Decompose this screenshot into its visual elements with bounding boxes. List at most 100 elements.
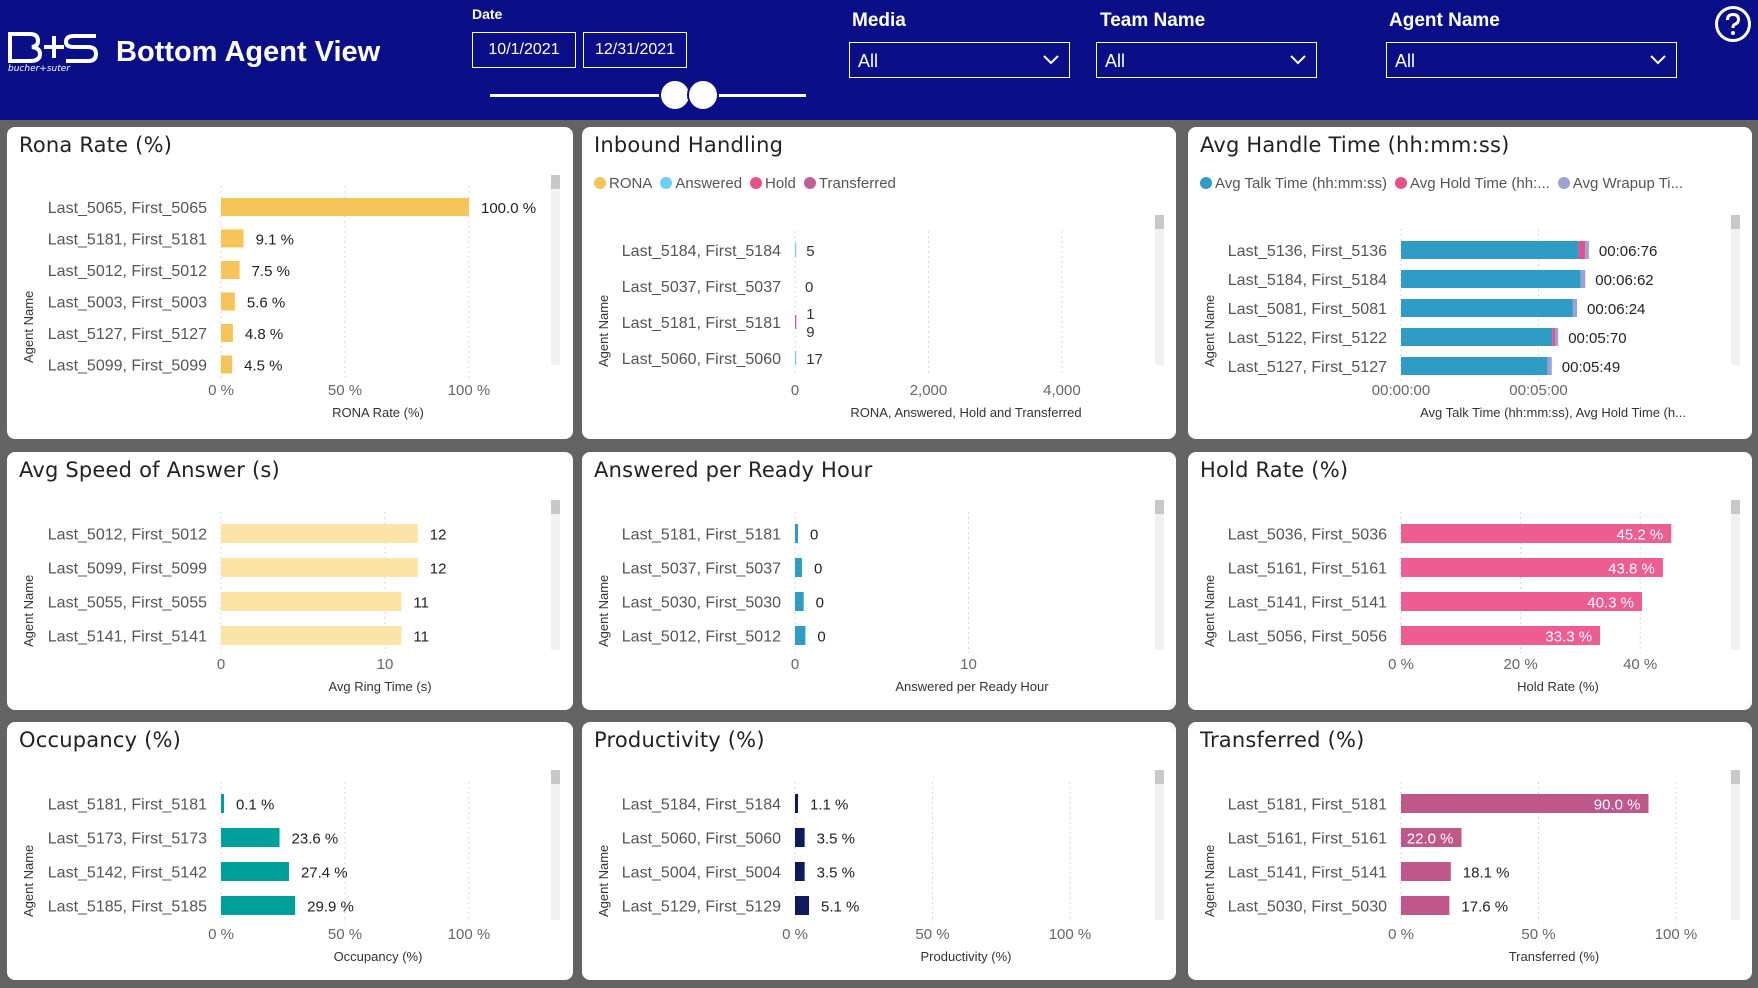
help-icon[interactable] [1714, 5, 1752, 43]
agent-dropdown[interactable]: All [1386, 42, 1677, 78]
bar-segment[interactable] [1401, 328, 1553, 346]
slider-end-handle[interactable] [687, 79, 719, 111]
bar[interactable] [221, 558, 418, 577]
bar[interactable] [221, 524, 418, 543]
scroll-thumb[interactable] [1155, 215, 1164, 229]
team-dropdown[interactable]: All [1096, 42, 1317, 78]
bar[interactable] [221, 198, 469, 216]
bar[interactable] [795, 794, 799, 813]
chart-scrollbar[interactable] [551, 770, 560, 920]
chart-scrollbar[interactable] [1731, 500, 1740, 650]
bar-chart: 00:00:00 00:05:00 Avg Talk Time (hh:mm:ss)… [1228, 229, 1686, 420]
bar[interactable] [221, 592, 402, 611]
category-label: Last_5056, First_5056 [1228, 629, 1387, 646]
bar[interactable] [221, 828, 280, 847]
bar[interactable] [221, 261, 240, 279]
slider-start-handle[interactable] [659, 79, 691, 111]
bar-segment[interactable] [1401, 299, 1573, 317]
data-label: 0 [814, 561, 822, 578]
x-tick-label: 0 % [208, 382, 234, 399]
chart-scrollbar[interactable] [551, 175, 560, 365]
bar[interactable] [795, 896, 810, 915]
bar[interactable] [1401, 862, 1451, 881]
bar-segment[interactable] [1555, 328, 1559, 346]
bar[interactable] [1401, 794, 1649, 813]
bar-chart: 0 10 Avg Ring Time (s) Last_5012, First_501… [48, 512, 446, 694]
bar[interactable] [1401, 896, 1450, 915]
scroll-thumb[interactable] [1731, 500, 1740, 514]
card-productivity: Productivity (%) Agent Name 0 % 50 % 100 % Pr… [582, 722, 1176, 980]
chart-scrollbar[interactable] [1155, 770, 1164, 920]
bar[interactable] [795, 558, 802, 577]
scroll-thumb[interactable] [551, 770, 560, 784]
date-end-input[interactable]: 12/31/2021 [583, 32, 687, 68]
bar[interactable] [1401, 626, 1601, 645]
x-tick-label: 0 % [782, 926, 808, 943]
bar-segment[interactable] [1580, 270, 1586, 288]
bar[interactable] [795, 524, 798, 543]
bar-segment[interactable] [1585, 241, 1589, 259]
chart-scrollbar[interactable] [1155, 500, 1164, 650]
legend-item[interactable]: Avg Hold Time (hh:... [1395, 175, 1550, 192]
bar[interactable] [1401, 592, 1642, 611]
bar-segment[interactable] [795, 243, 797, 257]
legend-item[interactable]: Hold [750, 175, 796, 192]
data-label: 1.1 % [810, 797, 848, 814]
date-range-slider[interactable] [490, 94, 806, 97]
card-answered-per-ready-hour: Answered per Ready Hour Agent Name 0 10 Answ… [582, 452, 1176, 710]
bar-segment[interactable] [1401, 270, 1581, 288]
bar[interactable] [795, 592, 804, 611]
bar[interactable] [221, 355, 233, 374]
scroll-thumb[interactable] [1731, 770, 1740, 784]
card-title: Productivity (%) [594, 728, 765, 752]
bar[interactable] [795, 862, 805, 881]
legend-label: Avg Hold Time (hh:... [1410, 175, 1550, 192]
scroll-thumb[interactable] [1155, 500, 1164, 514]
bar[interactable] [1401, 558, 1663, 577]
bar-segment[interactable] [795, 315, 797, 329]
bar[interactable] [795, 828, 805, 847]
bar[interactable] [1401, 524, 1672, 543]
data-label: 27.4 % [301, 865, 348, 882]
chart-scrollbar[interactable] [1731, 770, 1740, 920]
category-label: Last_5127, First_5127 [48, 326, 207, 343]
date-start-input[interactable]: 10/1/2021 [472, 32, 576, 68]
scroll-thumb[interactable] [1155, 770, 1164, 784]
bar[interactable] [221, 292, 235, 311]
data-label: 23.6 % [292, 831, 339, 848]
category-label: Last_5185, First_5185 [48, 899, 207, 916]
data-label: 33.3 % [1545, 629, 1592, 646]
chart-scrollbar[interactable] [1731, 215, 1740, 365]
bar[interactable] [221, 896, 296, 915]
chart-scrollbar[interactable] [1155, 215, 1164, 365]
bar-segment[interactable] [1547, 357, 1552, 375]
bar[interactable] [795, 626, 806, 645]
data-label: 4.5 % [244, 358, 282, 375]
bar-segment[interactable] [795, 351, 797, 365]
bar-segment[interactable] [1578, 241, 1586, 259]
bar[interactable] [221, 626, 402, 645]
scroll-thumb[interactable] [551, 175, 560, 189]
bar[interactable] [221, 862, 289, 881]
legend-dot-icon [660, 177, 673, 189]
bar-segment[interactable] [1572, 299, 1577, 317]
bar[interactable] [1401, 828, 1462, 847]
bar[interactable] [221, 229, 244, 248]
bar[interactable] [221, 794, 224, 813]
legend-dot-icon [803, 177, 816, 189]
legend-item[interactable]: RONA [594, 175, 652, 192]
bar-segment[interactable] [1552, 328, 1555, 346]
data-label: 18.1 % [1463, 865, 1510, 882]
chart-scrollbar[interactable] [551, 500, 560, 650]
legend-item[interactable]: Avg Talk Time (hh:mm:ss) [1200, 175, 1387, 192]
scroll-thumb[interactable] [551, 500, 560, 514]
bar-segment[interactable] [1401, 241, 1579, 259]
legend-item[interactable]: Answered [660, 175, 742, 192]
legend-item[interactable]: Transferred [803, 175, 896, 192]
legend-item[interactable]: Avg Wrapup Ti... [1557, 175, 1683, 192]
bar-segment[interactable] [1401, 357, 1548, 375]
media-dropdown[interactable]: All [849, 42, 1070, 78]
scroll-thumb[interactable] [1731, 215, 1740, 229]
x-tick-label: 100 % [1655, 926, 1698, 943]
bar[interactable] [221, 324, 233, 342]
